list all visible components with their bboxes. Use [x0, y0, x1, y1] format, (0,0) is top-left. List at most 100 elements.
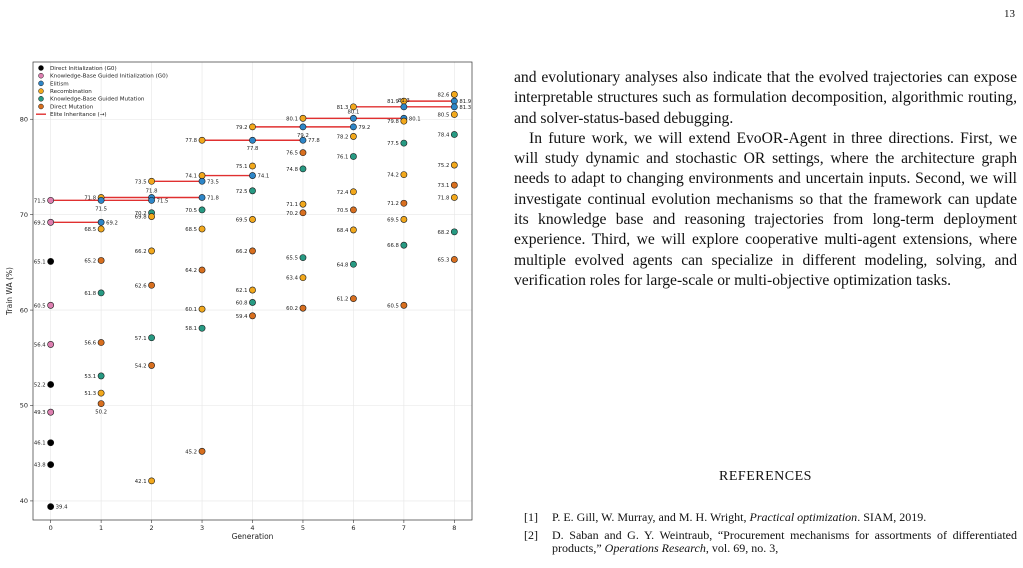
- legend-label: Knowledge-Base Guided Mutation: [50, 97, 145, 103]
- data-point-recombination: [198, 172, 206, 179]
- data-label: 74.8: [286, 167, 298, 173]
- data-point-recombination: [148, 213, 155, 220]
- data-label: 60.2: [286, 306, 298, 312]
- data-point-direct-mutation: [400, 301, 408, 309]
- data-point-recombination: [400, 216, 408, 223]
- data-point-recombination: [299, 200, 307, 208]
- data-point-direct-mutation: [350, 206, 357, 214]
- data-label: 81.9: [387, 99, 399, 105]
- data-point-direct-mutation: [450, 181, 458, 189]
- data-point-direct-mutation: [198, 447, 206, 455]
- x-tick-label: 2: [150, 524, 154, 532]
- data-label: 76.1: [337, 154, 349, 160]
- data-label: 74.2: [387, 173, 399, 179]
- evolution-scatter-chart: 0 1 2 3 4 5 6 7 8 40 50 60 70 80 Generation Train WA (%…: [5, 61, 473, 541]
- legend-label: Elite Inheritance (→): [50, 112, 107, 118]
- data-label: 56.4: [34, 342, 46, 348]
- data-point-kb-mutation: [198, 324, 206, 332]
- data-label: 61.8: [84, 291, 96, 297]
- legend-label: Elitism: [50, 81, 69, 87]
- reference-number: [2]: [524, 527, 538, 542]
- data-point-kb-mutation: [97, 289, 105, 297]
- data-point-direct-init: [47, 503, 55, 511]
- data-point-recombination: [299, 114, 307, 122]
- data-point-recombination: [198, 136, 206, 144]
- data-label: 71.1: [286, 202, 298, 208]
- data-label: 71.8: [438, 195, 450, 201]
- data-label: 71.5: [157, 198, 169, 204]
- data-label: 71.5: [95, 206, 107, 212]
- body-text-column: and evolutionary analyses also indicate …: [514, 68, 1017, 291]
- data-label: 69.8: [135, 215, 147, 221]
- data-label: 49.3: [34, 410, 46, 416]
- data-point-kb-init: [47, 218, 55, 226]
- data-label: 82.6: [438, 92, 450, 98]
- data-point-elitism: [350, 114, 357, 122]
- legend-label: Knowledge-Base Guided Initialization (G0…: [50, 74, 168, 80]
- data-label: 79.2: [358, 125, 370, 131]
- data-label: 51.3: [84, 391, 96, 397]
- data-label: 80.1: [348, 109, 360, 115]
- y-tick-label: 80: [20, 115, 28, 123]
- data-point-kb-mutation: [299, 165, 307, 173]
- y-tick-label: 50: [20, 402, 28, 410]
- data-point-kb-mutation: [350, 260, 357, 268]
- y-tick-label: 70: [20, 211, 28, 219]
- x-tick-label: 0: [49, 524, 53, 532]
- data-point-kb-mutation: [249, 299, 256, 306]
- data-point-kb-init: [47, 196, 55, 204]
- data-label: 81.3: [459, 105, 471, 111]
- data-label: 63.4: [286, 276, 298, 282]
- data-point-recombination: [450, 111, 458, 118]
- data-label: 65.3: [438, 258, 450, 264]
- reference-number: [1]: [524, 510, 538, 524]
- legend-label: Recombination: [50, 89, 92, 95]
- data-label: 69.2: [106, 220, 118, 226]
- reference-details: . SIAM, 2019.: [857, 510, 927, 524]
- data-label: 42.1: [135, 479, 147, 485]
- data-label: 81.3: [337, 105, 349, 111]
- data-label: 52.2: [34, 383, 46, 389]
- data-point-kb-mutation: [400, 241, 408, 249]
- x-tick-label: 8: [452, 524, 456, 532]
- data-label: 79.2: [236, 125, 248, 131]
- data-point-direct-mutation: [148, 362, 155, 369]
- data-label: 61.2: [337, 297, 349, 303]
- legend-marker-direct-mutation: [38, 103, 44, 110]
- reference-authors: D. Saban and G. Y. Weintraub, “Procureme…: [552, 527, 1017, 556]
- data-label: 68.5: [185, 227, 197, 233]
- data-point-direct-mutation: [350, 295, 357, 303]
- data-label: 62.6: [135, 283, 147, 289]
- data-point-kb-mutation: [249, 187, 256, 195]
- references-list: [1] P. E. Gill, W. Murray, and M. H. Wri…: [524, 510, 1017, 560]
- data-label: 75.1: [236, 164, 248, 170]
- data-label: 71.5: [34, 198, 46, 204]
- data-label: 72.5: [236, 189, 248, 195]
- data-point-recombination: [249, 123, 256, 131]
- x-tick-label: 4: [250, 524, 254, 532]
- data-point-recombination: [350, 103, 357, 111]
- data-point-direct-init: [47, 258, 55, 265]
- data-label: 76.5: [286, 151, 298, 157]
- data-point-elitism: [249, 172, 256, 179]
- data-point-elitism: [450, 103, 458, 111]
- data-point-elitism: [299, 123, 307, 131]
- data-point-recombination: [350, 133, 357, 140]
- data-label: 73.5: [207, 179, 219, 185]
- reference-title: Operations Research: [604, 541, 706, 556]
- data-point-kb-mutation: [299, 254, 307, 262]
- data-point-elitism: [198, 177, 206, 185]
- data-label: 66.2: [135, 249, 147, 255]
- data-label: 70.2: [135, 211, 147, 217]
- data-label: 71.8: [146, 188, 158, 194]
- data-point-kb-mutation: [198, 206, 206, 214]
- data-label: 79.8: [387, 119, 399, 125]
- data-label: 72.4: [337, 190, 349, 196]
- data-point-elitism: [350, 123, 357, 131]
- data-point-recombination: [450, 91, 458, 98]
- data-point-recombination: [400, 171, 408, 178]
- data-point-kb-mutation: [97, 372, 105, 380]
- data-label: 60.5: [387, 303, 399, 309]
- data-point-kb-init: [47, 408, 55, 416]
- data-label: 70.5: [185, 208, 197, 214]
